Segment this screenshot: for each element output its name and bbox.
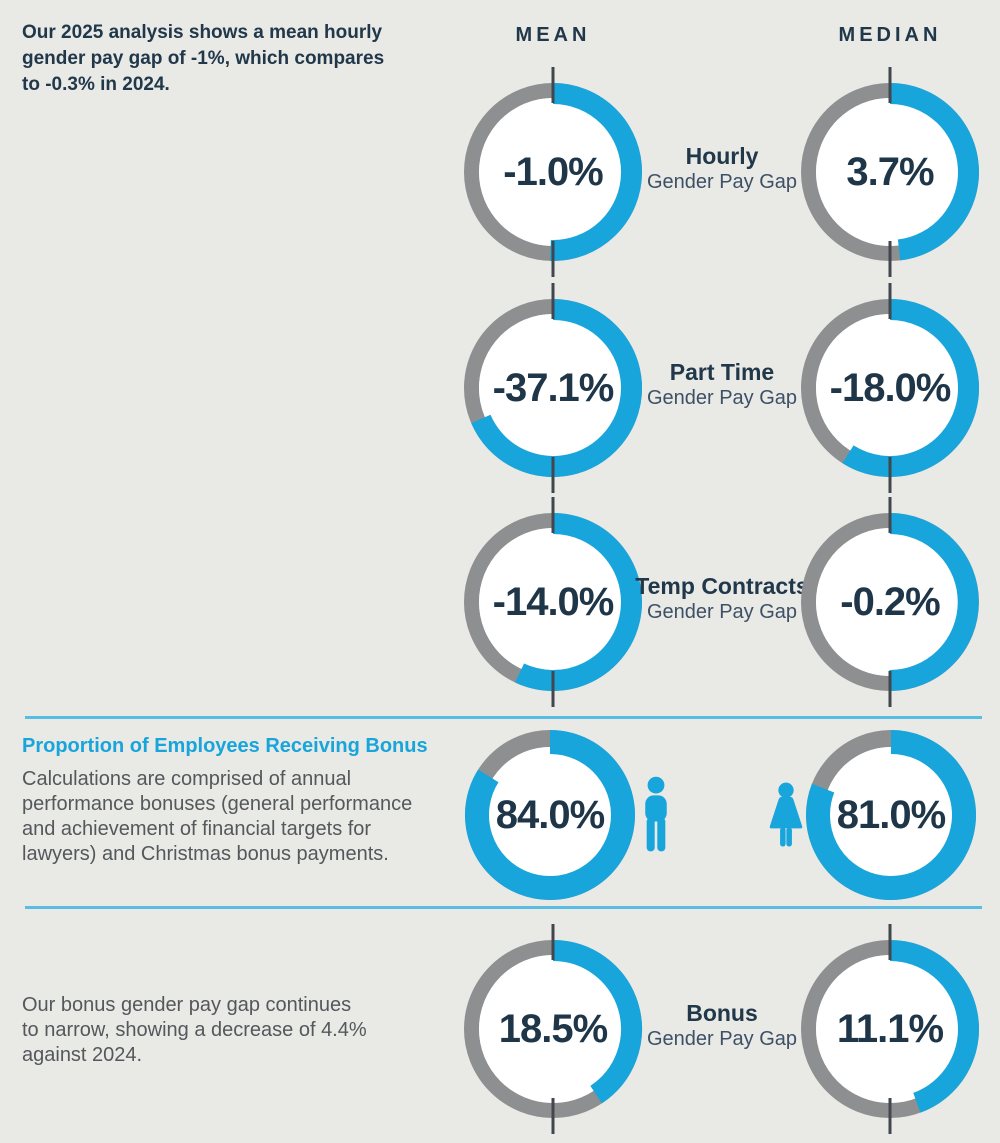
donut-chart [464,497,642,707]
donut-chart [464,67,643,277]
donut-bonus-proportion-male: 84.0% [455,720,645,910]
donut-hourly-median: 3.7% [777,59,1000,285]
donut-value: -0.2% [840,579,941,624]
donut-bonus-proportion-female: 81.0% [796,720,986,910]
donut-parttime-mean: -37.1% [440,275,666,501]
row-title: Temp Contracts [635,573,809,599]
donut-bonus-median: 11.1% [777,916,1000,1142]
donut-value: -37.1% [492,365,615,410]
donut-value: 81.0% [836,792,946,837]
donut-temp-median: -0.2% [777,489,1000,715]
column-header-mean: MEAN [515,24,591,46]
section-divider-bottom [25,906,982,909]
donut-chart [465,730,635,900]
donut-chart [801,497,979,707]
donut-hourly-mean: -1.0% [440,59,666,285]
row-label-parttime: Part Time Gender Pay Gap [552,359,892,411]
donut-chart [801,924,979,1134]
donut-value: 18.5% [498,1006,608,1051]
section-divider-top [25,716,982,719]
row-title: Part Time [669,359,775,385]
donut-chart [801,283,979,493]
donut-value: 84.0% [495,792,605,837]
male-icon [645,776,667,852]
intro-text: Our 2025 analysis shows a mean hourly ge… [22,22,385,95]
bonus-section-heading: Proportion of Employees Receiving Bonus [22,735,428,757]
row-title: Hourly [685,143,759,169]
donut-chart [464,924,642,1134]
bottom-text: Our bonus gender pay gap continues to na… [22,994,367,1066]
donut-parttime-median: -18.0% [777,275,1000,501]
row-title: Bonus [686,1000,758,1026]
row-subtitle: Gender Pay Gap [646,1028,798,1050]
donut-chart [464,283,642,493]
donut-chart [801,67,979,277]
row-subtitle: Gender Pay Gap [646,601,798,623]
donut-value: 11.1% [836,1006,944,1051]
row-label-bonus: Bonus Gender Pay Gap [552,1000,892,1052]
column-header-median: MEDIAN [838,24,942,46]
bonus-section-body: Calculations are comprised of annual per… [22,768,413,865]
row-label-temp: Temp Contracts Gender Pay Gap [552,573,892,625]
donut-chart [806,730,976,900]
donut-value: -1.0% [503,149,604,194]
row-subtitle: Gender Pay Gap [646,171,798,193]
row-label-hourly: Hourly Gender Pay Gap [552,143,892,195]
donut-value: -14.0% [492,579,615,624]
row-subtitle: Gender Pay Gap [646,387,798,409]
donut-temp-mean: -14.0% [440,489,666,715]
donut-bonus-mean: 18.5% [440,916,666,1142]
donut-value: -18.0% [829,365,952,410]
donut-value: 3.7% [846,149,934,194]
female-icon [769,782,803,847]
